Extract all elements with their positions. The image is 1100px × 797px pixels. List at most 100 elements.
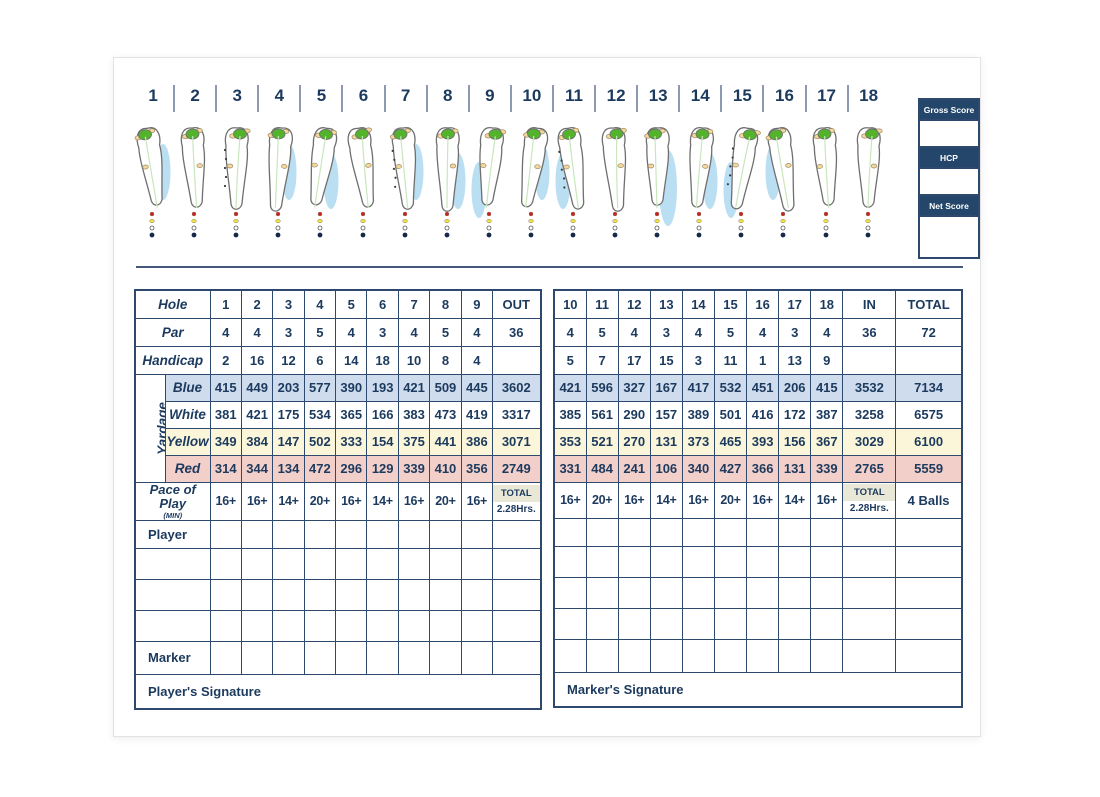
score-entry-box: [920, 169, 978, 196]
pace-cell: 14+: [649, 481, 683, 519]
yardage-cell: 193: [366, 373, 399, 402]
hole-map-illustration: [689, 127, 718, 238]
yardage-out-cell: 3602: [492, 373, 542, 402]
par-row-label: Par: [134, 317, 211, 347]
player-row: [134, 578, 542, 611]
divider-bar: [173, 85, 176, 112]
yardage-total-cell: 5559: [895, 454, 963, 483]
score-entry-cell: [895, 517, 963, 547]
hole-strip: 1 2 3 4 5 6 7 8 9 10 11 12 13 14 15 16 17 18: [132, 84, 890, 246]
pace-cell: 16+: [681, 481, 715, 519]
handicap-cell: 15: [649, 345, 683, 375]
pace-of-play-sublabel: (MIN): [163, 510, 183, 520]
handicap-cell: 9: [810, 345, 844, 375]
divider-bar: [383, 85, 386, 112]
yardage-cell: 172: [778, 400, 812, 429]
score-entry-cell: [272, 578, 305, 611]
yardage-cell: 270: [617, 427, 651, 456]
balls-cell: 4 Balls: [895, 481, 963, 519]
score-entry-cell: [681, 638, 715, 673]
yardage-cell: 451: [746, 373, 780, 402]
yardage-cell: 465: [713, 427, 748, 456]
yardage-cell: 417: [681, 373, 715, 402]
hole-number-cell: 16: [746, 289, 780, 319]
handicap-cell: 1: [746, 345, 780, 375]
divider-bar: [678, 85, 681, 112]
yardage-cell: 129: [366, 454, 399, 483]
hole-number-cell: 18: [810, 289, 844, 319]
score-entry-cell: [681, 517, 715, 547]
tee-name-cell: Red: [164, 454, 211, 483]
handicap-total-cell: [895, 345, 963, 375]
par-cell: 3: [778, 317, 812, 347]
divider-bar: [804, 85, 807, 112]
yardage-cell: 175: [272, 400, 305, 429]
pace-row-label: Pace of Play (MIN): [134, 481, 211, 521]
yardage-row-yellow: 353 521 270 131 373 465 393 156 367 3029 6100: [553, 427, 963, 456]
pace-of-play-row: Pace of Play (MIN) 16+ 16+ 14+ 20+ 16+ 14+ 16+ 20…: [134, 481, 542, 521]
hole-number: 15: [732, 86, 752, 105]
yardage-cell: 387: [810, 400, 844, 429]
pace-cell: 14+: [366, 481, 399, 521]
hole-column-12: 12: [595, 84, 639, 246]
pace-cell: 16+: [335, 481, 368, 521]
yardage-cell: 473: [429, 400, 462, 429]
yardage-cell: 327: [617, 373, 651, 402]
divider-bar: [762, 85, 765, 112]
score-entry-cell: [681, 545, 715, 578]
yardage-row-blue: Yardage Blue 415 449 203 577 390 193 421 509 445 36…: [134, 373, 542, 483]
yardage-out-cell: 3071: [492, 427, 542, 456]
yardage-cell: 421: [553, 373, 587, 402]
score-entry-cell: [746, 517, 780, 547]
yardage-cell: 206: [778, 373, 812, 402]
tee-name-cell: White: [164, 400, 211, 429]
hole-number-cell: 4: [303, 289, 337, 319]
hole-number-cell: 7: [397, 289, 431, 319]
score-entry-cell: [553, 517, 587, 547]
pace-cell: 20+: [429, 481, 462, 521]
score-entry-cell: [272, 519, 305, 549]
score-entry-cell: [553, 607, 587, 640]
handicap-cell: 13: [778, 345, 812, 375]
handicap-cell: 12: [272, 345, 305, 375]
hole-column-6: 6: [342, 84, 386, 246]
score-entry-cell: [617, 576, 651, 609]
score-entry-cell: [810, 517, 844, 547]
par-cell: 4: [209, 317, 242, 347]
yardage-cell: 421: [397, 373, 431, 402]
score-entry-cell: [303, 547, 337, 580]
yardage-cell: 296: [335, 454, 368, 483]
yardage-cell: 381: [209, 400, 242, 429]
yardage-cell: 365: [335, 400, 368, 429]
score-entry-cell: [492, 609, 542, 642]
hole-number-cell: 8: [429, 289, 462, 319]
score-entry-cell: [895, 638, 963, 673]
hole-column-10: 10: [511, 84, 554, 246]
yardage-cell: 393: [746, 427, 780, 456]
score-entry-cell: [842, 638, 897, 673]
hole-column-8: 8: [427, 84, 470, 246]
hole-map-illustration: [267, 127, 297, 238]
yardage-cell: 340: [681, 454, 715, 483]
yardage-row-yellow: Yellow 349 384 147 502 333 154 375 441 386 3071: [135, 427, 542, 456]
yardage-cell: 416: [746, 400, 780, 429]
hole-map-illustration: [310, 127, 339, 238]
handicap-row-label: Handicap: [134, 345, 211, 375]
hole-number-cell: 15: [713, 289, 748, 319]
score-entry-cell: [842, 607, 897, 640]
yardage-cell: 534: [303, 400, 337, 429]
par-cell: 4: [746, 317, 780, 347]
score-entry-cell: [397, 609, 431, 642]
score-entry-cell: [649, 576, 683, 609]
divider-bar: [215, 85, 218, 112]
handicap-cell: 16: [240, 345, 274, 375]
yardage-cell: 384: [240, 427, 274, 456]
score-entry-cell: [585, 576, 619, 609]
yardage-group-label: Yardage: [134, 373, 166, 483]
hole-map-illustration: [224, 127, 251, 238]
hole-number: 14: [690, 86, 710, 105]
score-summary-panel: Gross Score HCP Net Score: [918, 98, 980, 259]
hole-number: 3: [232, 86, 242, 105]
handicap-cell: 18: [366, 345, 399, 375]
score-entry-cell: [240, 547, 274, 580]
